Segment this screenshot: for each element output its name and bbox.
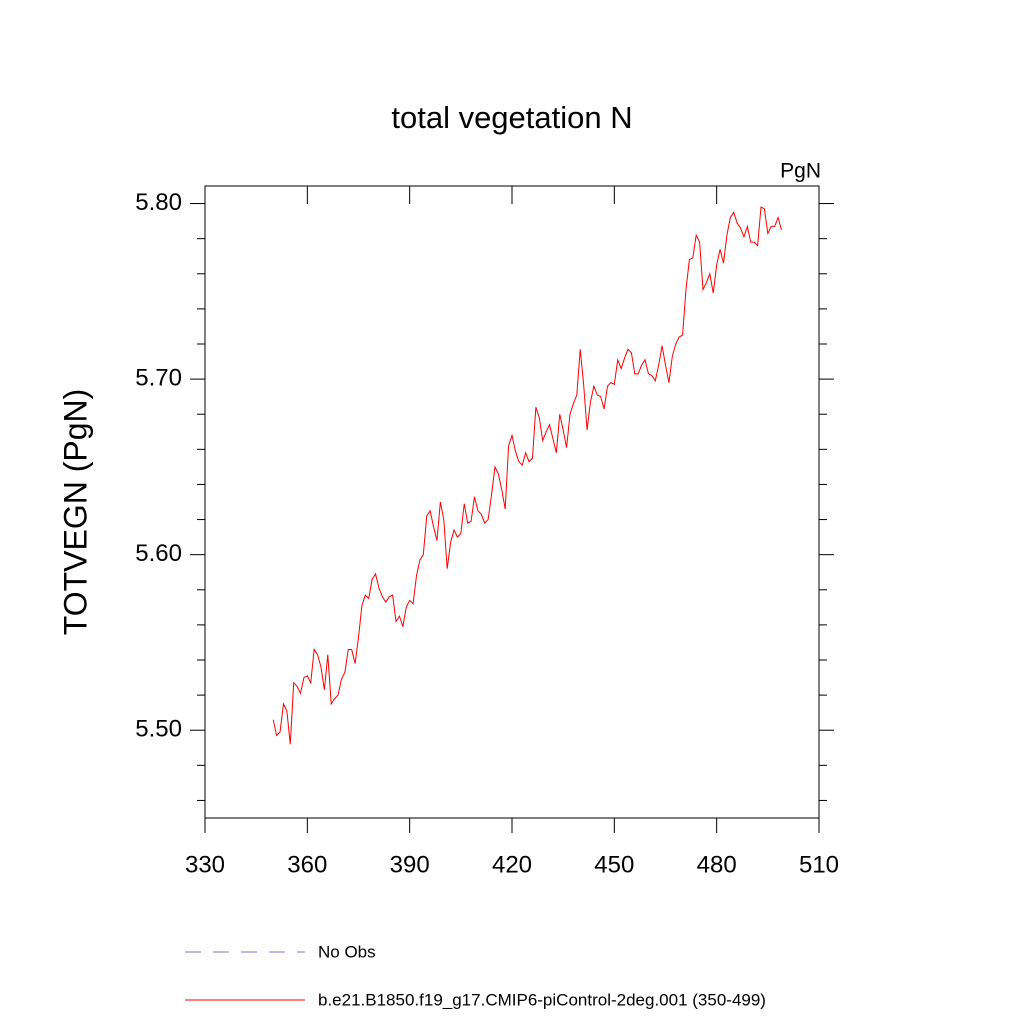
y-tick-label: 5.60 bbox=[135, 540, 182, 567]
x-tick-label: 510 bbox=[799, 851, 839, 878]
y-tick-label: 5.50 bbox=[135, 716, 182, 743]
x-tick-label: 360 bbox=[287, 851, 327, 878]
y-tick-label: 5.80 bbox=[135, 189, 182, 216]
legend-label: b.e21.B1850.f19_g17.CMIP6-piControl-2deg… bbox=[318, 990, 766, 1009]
x-tick-label: 390 bbox=[390, 851, 430, 878]
chart-title: total vegetation N bbox=[391, 100, 632, 135]
x-tick-label: 420 bbox=[492, 851, 532, 878]
x-tick-label: 480 bbox=[697, 851, 737, 878]
x-tick-label: 330 bbox=[185, 851, 225, 878]
units-label: PgN bbox=[780, 160, 821, 183]
data-line bbox=[272, 206, 782, 745]
x-tick-label: 450 bbox=[594, 851, 634, 878]
legend-label: No Obs bbox=[318, 942, 376, 961]
y-tick-label: 5.70 bbox=[135, 364, 182, 391]
plot-frame bbox=[204, 185, 820, 819]
y-axis-label: TOTVEGN (PgN) bbox=[57, 389, 93, 636]
